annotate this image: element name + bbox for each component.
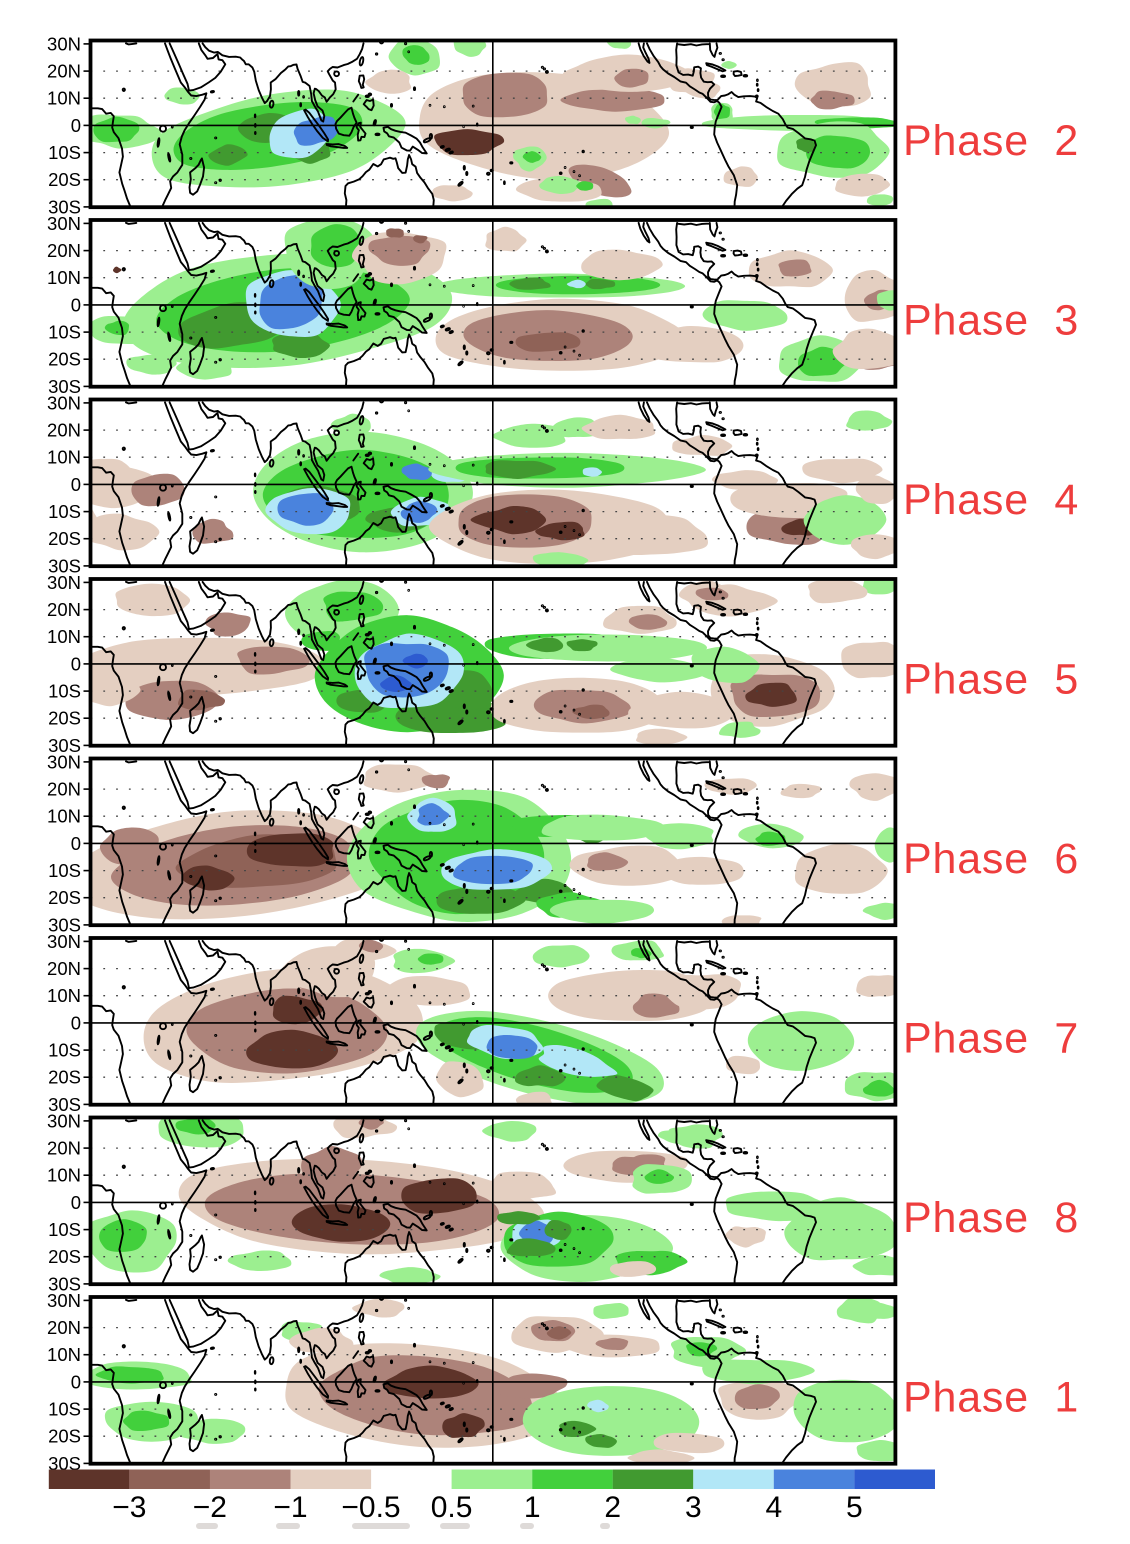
svg-text:20S: 20S [48, 169, 81, 190]
svg-text:10N: 10N [47, 88, 81, 109]
svg-text:20S: 20S [48, 1426, 81, 1447]
svg-text:20N: 20N [47, 958, 81, 979]
svg-text:10S: 10S [48, 1399, 81, 1420]
svg-text:Phase 7: Phase 7 [903, 1015, 1079, 1063]
svg-text:−2: −2 [193, 1491, 227, 1524]
svg-text:20N: 20N [47, 1138, 81, 1159]
svg-text:Phase 2: Phase 2 [903, 117, 1079, 165]
svg-text:30S: 30S [48, 555, 81, 576]
svg-text:10S: 10S [48, 501, 81, 522]
svg-text:30N: 30N [47, 751, 81, 772]
svg-text:−1: −1 [273, 1491, 307, 1524]
svg-text:0: 0 [71, 1192, 81, 1213]
svg-text:10S: 10S [48, 322, 81, 343]
svg-text:2: 2 [604, 1491, 621, 1524]
svg-text:20N: 20N [47, 599, 81, 620]
svg-text:30S: 30S [48, 1094, 81, 1115]
svg-text:0.5: 0.5 [431, 1491, 473, 1524]
svg-text:30S: 30S [48, 914, 81, 935]
svg-text:10S: 10S [48, 142, 81, 163]
svg-text:Phase 6: Phase 6 [903, 835, 1079, 883]
svg-text:Phase 8: Phase 8 [903, 1194, 1079, 1242]
svg-text:10S: 10S [48, 1219, 81, 1240]
svg-text:Phase 3: Phase 3 [903, 297, 1079, 345]
svg-text:10N: 10N [47, 806, 81, 827]
svg-text:0: 0 [71, 115, 81, 136]
svg-text:10N: 10N [47, 447, 81, 468]
svg-text:20N: 20N [47, 420, 81, 441]
svg-text:0: 0 [71, 294, 81, 315]
svg-text:5: 5 [846, 1491, 863, 1524]
svg-text:Phase 5: Phase 5 [903, 656, 1079, 704]
svg-text:30N: 30N [47, 572, 81, 593]
svg-text:10N: 10N [47, 267, 81, 288]
svg-text:30N: 30N [47, 1290, 81, 1311]
svg-text:10N: 10N [47, 985, 81, 1006]
svg-text:0: 0 [71, 474, 81, 495]
svg-text:30N: 30N [47, 392, 81, 413]
svg-text:30S: 30S [48, 1273, 81, 1294]
svg-text:10N: 10N [47, 1165, 81, 1186]
svg-text:−0.5: −0.5 [341, 1491, 400, 1524]
svg-text:10S: 10S [48, 860, 81, 881]
svg-text:1: 1 [524, 1491, 541, 1524]
svg-text:30N: 30N [47, 213, 81, 234]
svg-text:20N: 20N [47, 779, 81, 800]
svg-text:−3: −3 [112, 1491, 146, 1524]
svg-text:30S: 30S [48, 1453, 81, 1474]
svg-text:30S: 30S [48, 376, 81, 397]
svg-text:20S: 20S [48, 528, 81, 549]
svg-text:Phase 4: Phase 4 [903, 476, 1079, 524]
svg-text:4: 4 [765, 1491, 782, 1524]
svg-text:20S: 20S [48, 708, 81, 729]
svg-text:0: 0 [71, 1012, 81, 1033]
svg-text:30S: 30S [48, 196, 81, 217]
svg-text:0: 0 [71, 1371, 81, 1392]
svg-text:30N: 30N [47, 931, 81, 952]
svg-text:10S: 10S [48, 681, 81, 702]
svg-text:20S: 20S [48, 1067, 81, 1088]
svg-text:3: 3 [685, 1491, 702, 1524]
svg-text:30N: 30N [47, 1110, 81, 1131]
svg-text:30N: 30N [47, 33, 81, 54]
svg-text:30S: 30S [48, 735, 81, 756]
svg-text:10N: 10N [47, 1344, 81, 1365]
svg-text:20S: 20S [48, 887, 81, 908]
svg-text:Phase 1: Phase 1 [903, 1374, 1079, 1422]
svg-text:20N: 20N [47, 240, 81, 261]
svg-text:10N: 10N [47, 626, 81, 647]
svg-text:0: 0 [71, 653, 81, 674]
svg-text:10S: 10S [48, 1040, 81, 1061]
svg-text:20N: 20N [47, 1317, 81, 1338]
svg-text:20S: 20S [48, 349, 81, 370]
svg-text:20N: 20N [47, 61, 81, 82]
svg-text:0: 0 [71, 833, 81, 854]
svg-text:20S: 20S [48, 1246, 81, 1267]
